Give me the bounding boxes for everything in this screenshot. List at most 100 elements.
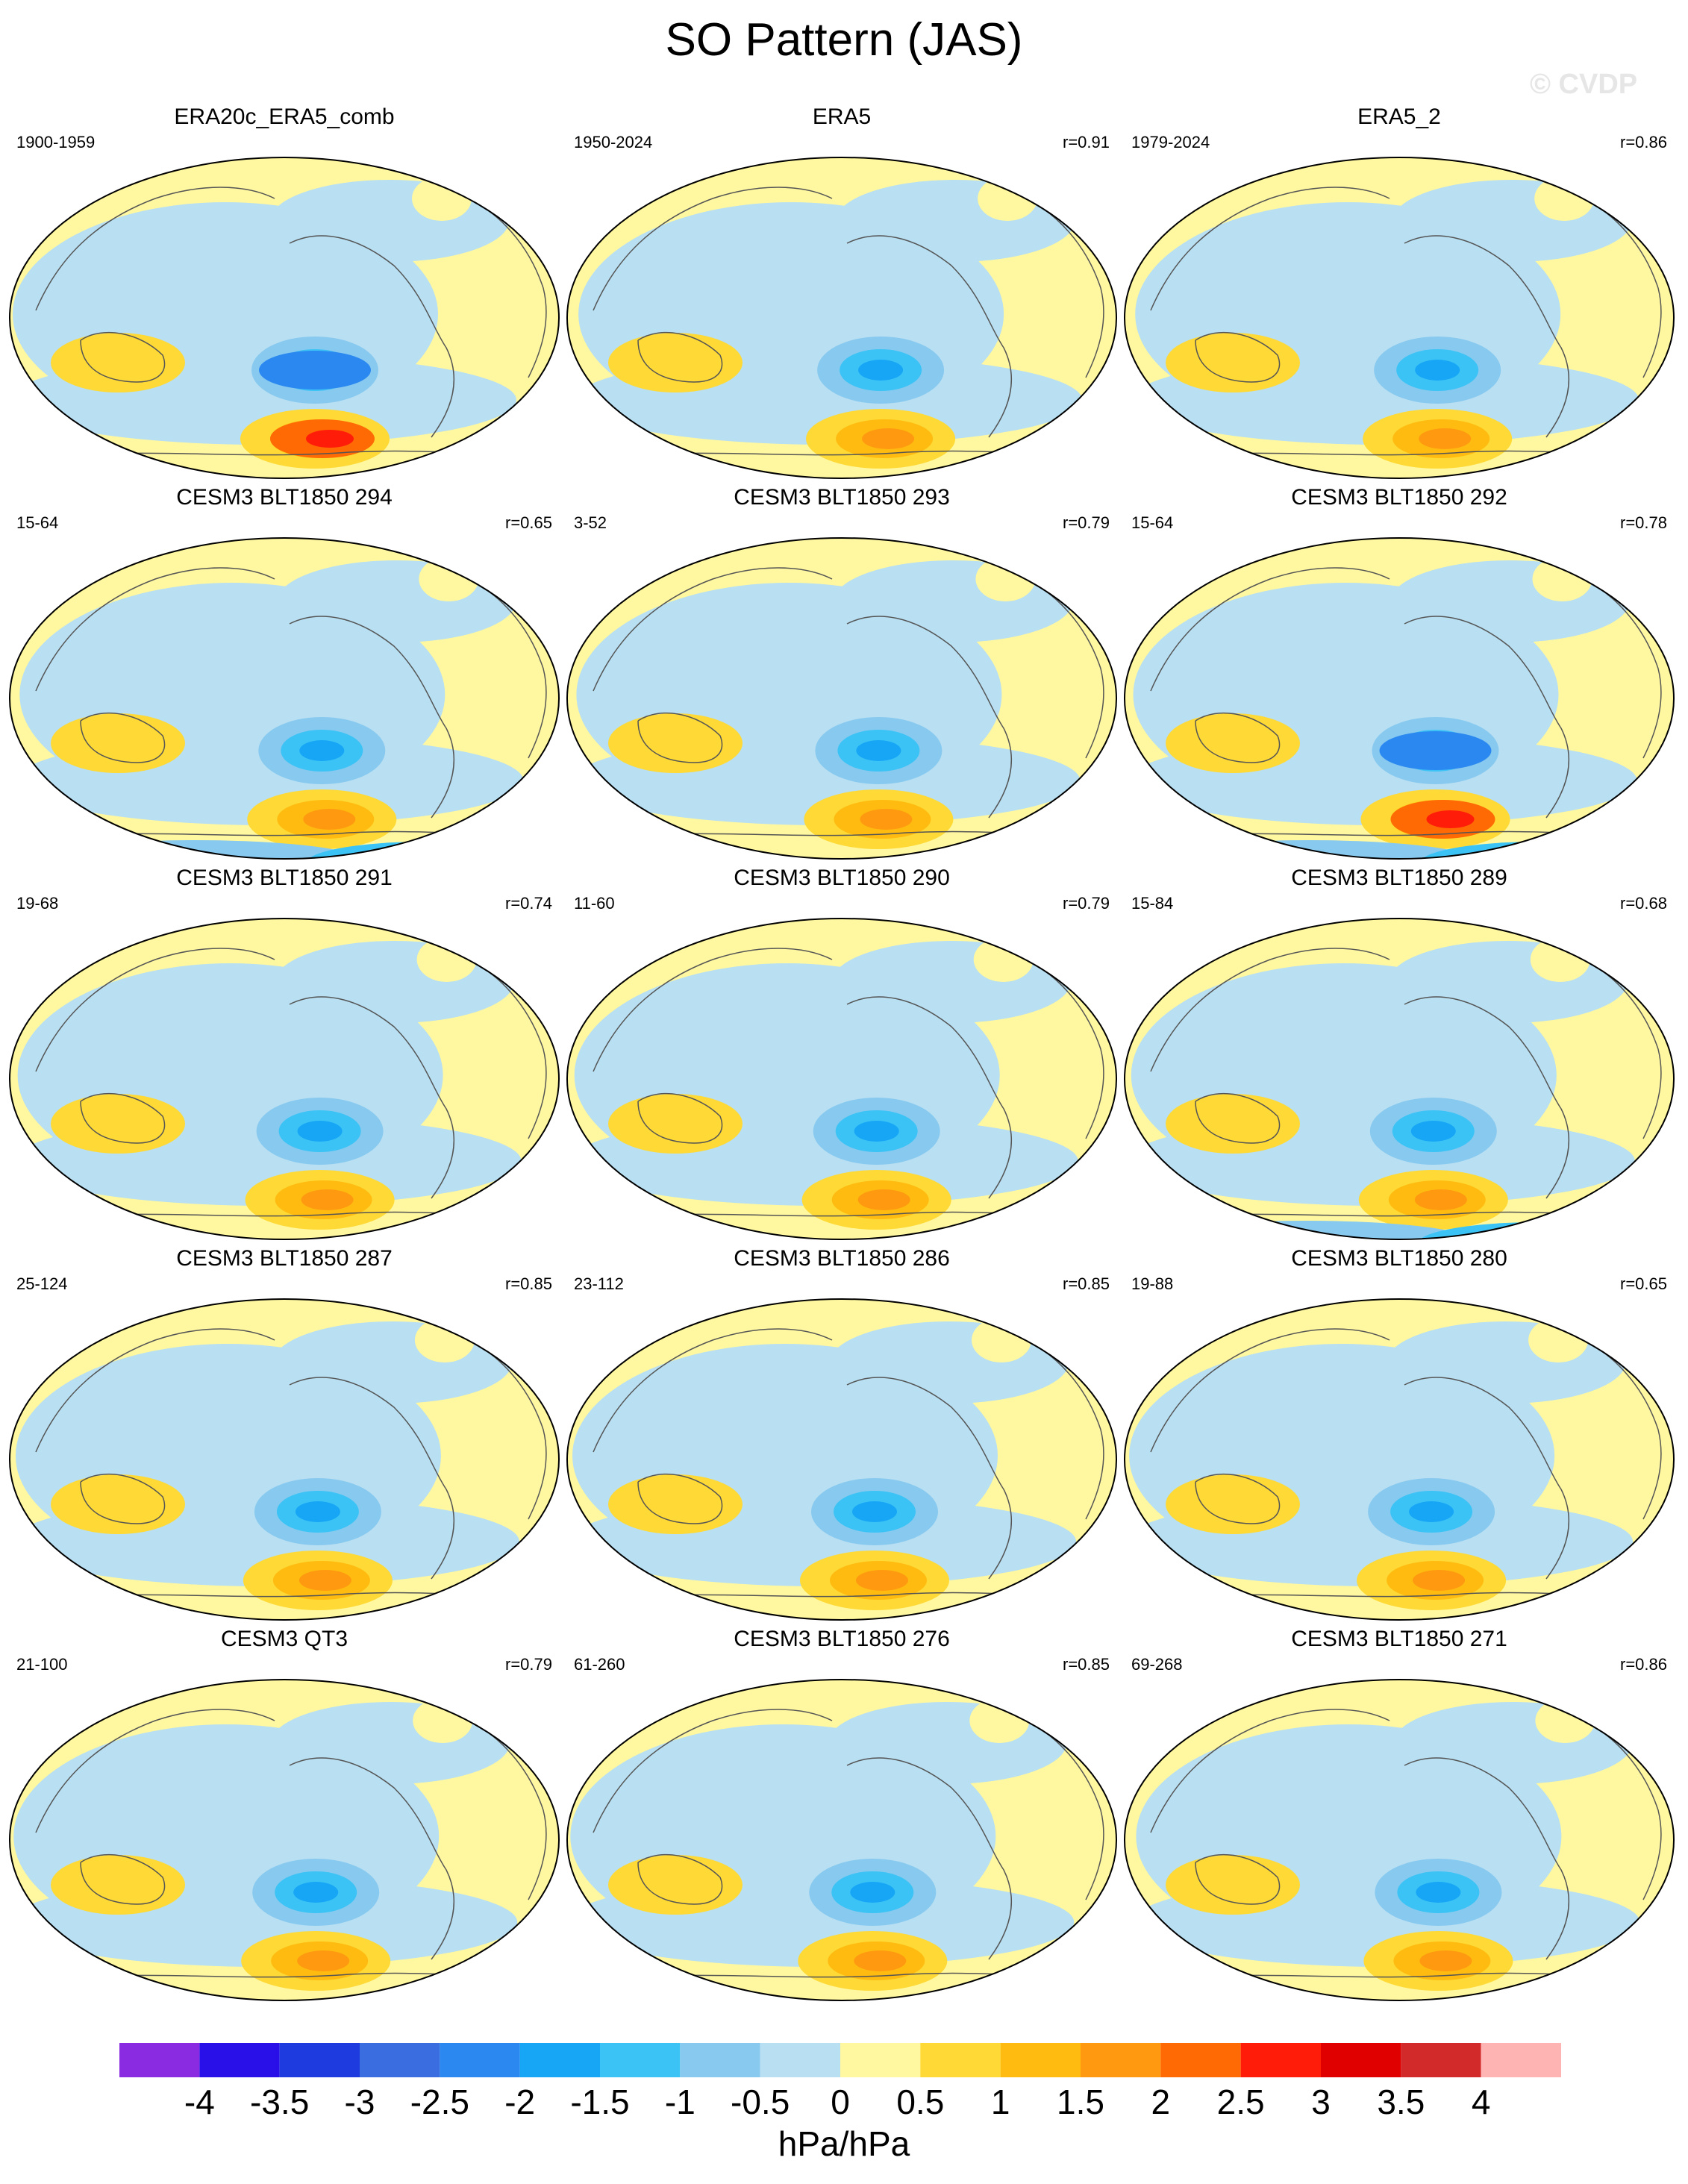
panel-years: 1950-2024 xyxy=(574,133,653,151)
panel-title: CESM3 BLT1850 292 xyxy=(1291,485,1507,510)
world-map xyxy=(9,537,560,860)
panel-title: CESM3 BLT1850 291 xyxy=(176,866,393,890)
map-panel: CESM3 BLT1850 290 11-60 r=0.79 xyxy=(563,866,1120,1246)
colorbar-level-label: 3 xyxy=(1311,2083,1331,2121)
panel-years: 15-64 xyxy=(16,513,59,532)
panel-years: 25-124 xyxy=(16,1274,68,1293)
world-map xyxy=(1124,1679,1675,2001)
colorbar-labels: -4 -3.5 -3 -2.5 -2 -1.5 -1 -0.5 0 0.5 1 1.5 2 2.5 3 3.5… xyxy=(0,2082,1688,2127)
panel-years: 3-52 xyxy=(574,513,607,532)
world-map xyxy=(566,157,1117,479)
colorbar-swatch xyxy=(1481,2043,1561,2077)
panel-correlation: r=0.86 xyxy=(1620,1655,1667,1674)
colorbar-swatch xyxy=(279,2043,360,2077)
map-panel: CESM3 BLT1850 291 19-68 r=0.74 xyxy=(6,866,563,1246)
colorbar-swatch xyxy=(1401,2043,1481,2077)
colorbar-swatch xyxy=(680,2043,760,2077)
world-map xyxy=(9,1679,560,2001)
colorbar-swatch xyxy=(119,2043,200,2077)
world-map xyxy=(566,537,1117,860)
panel-title: CESM3 BLT1850 287 xyxy=(176,1246,393,1271)
panel-title: CESM3 BLT1850 289 xyxy=(1291,866,1507,890)
panel-title: CESM3 BLT1850 276 xyxy=(734,1627,950,1651)
colorbar-level-label: 0 xyxy=(831,2083,850,2121)
colorbar-swatch xyxy=(1160,2043,1241,2077)
world-map xyxy=(566,1298,1117,1621)
world-map xyxy=(1124,157,1675,479)
map-panel: CESM3 BLT1850 293 3-52 r=0.79 xyxy=(563,485,1120,866)
world-map xyxy=(9,918,560,1240)
world-map xyxy=(1124,537,1675,860)
panel-years: 15-64 xyxy=(1131,513,1174,532)
panel-correlation: r=0.79 xyxy=(1063,513,1110,532)
panel-correlation: r=0.68 xyxy=(1620,894,1667,913)
map-panel: CESM3 BLT1850 287 25-124 r=0.85 xyxy=(6,1246,563,1627)
panel-title: CESM3 BLT1850 290 xyxy=(734,866,950,890)
panel-correlation: r=0.79 xyxy=(505,1655,552,1674)
panel-correlation: r=0.65 xyxy=(1620,1274,1667,1293)
colorbar-level-label: -4 xyxy=(184,2083,215,2121)
colorbar-level-label: 4 xyxy=(1471,2083,1491,2121)
panel-correlation: r=0.86 xyxy=(1620,133,1667,151)
panel-correlation: r=0.78 xyxy=(1620,513,1667,532)
panel-correlation: r=0.85 xyxy=(1063,1655,1110,1674)
panel-title: CESM3 BLT1850 293 xyxy=(734,485,950,510)
colorbar-swatch xyxy=(600,2043,681,2077)
world-map xyxy=(1124,1298,1675,1621)
colorbar-swatch xyxy=(1081,2043,1161,2077)
colorbar-swatch xyxy=(519,2043,600,2077)
world-map xyxy=(1124,918,1675,1240)
colorbar-level-label: 2 xyxy=(1151,2083,1171,2121)
colorbar-swatch xyxy=(199,2043,280,2077)
panel-years: 23-112 xyxy=(574,1274,624,1293)
colorbar-level-label: -2.5 xyxy=(410,2083,469,2121)
panel-years: 11-60 xyxy=(574,894,615,913)
world-map xyxy=(9,1298,560,1621)
map-panel: ERA5 1950-2024 r=0.91 xyxy=(563,104,1120,485)
colorbar-swatch xyxy=(360,2043,440,2077)
colorbar-level-label: -1 xyxy=(664,2083,695,2121)
panel-years: 1979-2024 xyxy=(1131,133,1210,151)
map-panel: CESM3 QT3 21-100 r=0.79 xyxy=(6,1627,563,2007)
panel-correlation: r=0.85 xyxy=(1063,1274,1110,1293)
panel-correlation: r=0.79 xyxy=(1063,894,1110,913)
map-panel: CESM3 BLT1850 294 15-64 r=0.65 xyxy=(6,485,563,866)
panel-years: 19-68 xyxy=(16,894,59,913)
colorbar-level-label: -2 xyxy=(504,2083,536,2121)
panel-years: 19-88 xyxy=(1131,1274,1174,1293)
colorbar-level-label: -0.5 xyxy=(731,2083,790,2121)
world-map xyxy=(9,157,560,479)
panel-years: 1900-1959 xyxy=(16,133,96,151)
colorbar-level-label: -3.5 xyxy=(250,2083,310,2121)
colorbar-level-label: 0.5 xyxy=(896,2083,945,2121)
map-panel: CESM3 BLT1850 271 69-268 r=0.86 xyxy=(1121,1627,1678,2007)
map-panel: CESM3 BLT1850 276 61-260 r=0.85 xyxy=(563,1627,1120,2007)
panel-correlation: r=0.74 xyxy=(505,894,552,913)
map-panel: CESM3 BLT1850 289 15-84 r=0.68 xyxy=(1121,866,1678,1246)
colorbar-swatch xyxy=(1240,2043,1321,2077)
colorbar-level-label: 1 xyxy=(990,2083,1010,2121)
panel-title: ERA5 xyxy=(812,104,872,129)
colorbar-swatch xyxy=(840,2043,921,2077)
colorbar-swatch xyxy=(1000,2043,1081,2077)
panel-title: CESM3 QT3 xyxy=(220,1627,348,1651)
colorbar-level-label: -1.5 xyxy=(570,2083,630,2121)
panel-title: CESM3 BLT1850 271 xyxy=(1291,1627,1507,1651)
panel-title: CESM3 BLT1850 294 xyxy=(176,485,393,510)
panel-correlation: r=0.65 xyxy=(505,513,552,532)
colorbar-swatch xyxy=(1321,2043,1401,2077)
map-panel: CESM3 BLT1850 280 19-88 r=0.65 xyxy=(1121,1246,1678,1627)
colorbar-level-label: 3.5 xyxy=(1377,2083,1425,2121)
colorbar-swatch xyxy=(440,2043,520,2077)
page-title: SO Pattern (JAS) xyxy=(665,14,1023,66)
panel-years: 61-260 xyxy=(574,1655,625,1674)
panel-title: CESM3 BLT1850 280 xyxy=(1291,1246,1507,1271)
panel-title: ERA20c_ERA5_comb xyxy=(174,104,395,129)
panel-title: CESM3 BLT1850 286 xyxy=(734,1246,950,1271)
world-map xyxy=(566,1679,1117,2001)
panel-correlation: r=0.85 xyxy=(505,1274,552,1293)
colorbar-swatch xyxy=(760,2043,840,2077)
colorbar-level-label: 1.5 xyxy=(1057,2083,1104,2121)
colorbar-level-label: 2.5 xyxy=(1216,2083,1265,2121)
map-panel: ERA20c_ERA5_comb 1900-1959 xyxy=(6,104,563,485)
